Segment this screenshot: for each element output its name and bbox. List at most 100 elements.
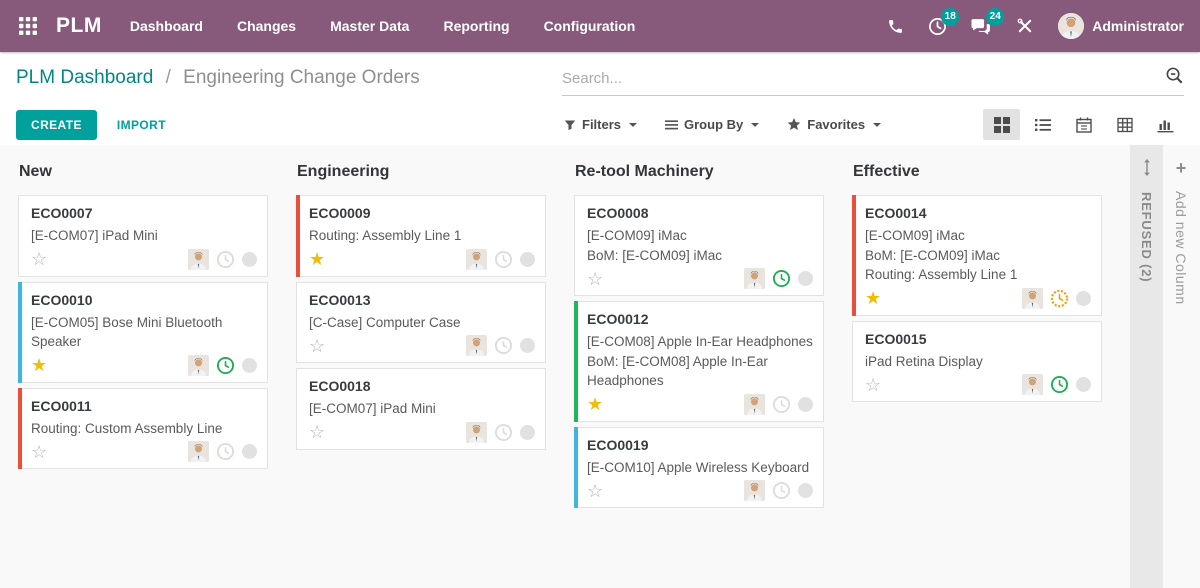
activity-clock-icon-gray[interactable] <box>494 336 513 355</box>
kanban-card-eco0014[interactable]: ECO0014 [E-COM09] iMac BoM: [E-COM09] iMac… <box>852 195 1102 316</box>
filters-dropdown[interactable]: Filters <box>564 117 638 132</box>
kanban-state-dot[interactable] <box>520 251 535 267</box>
assignee-avatar[interactable] <box>188 248 209 270</box>
collapsed-column-refused[interactable]: REFUSED (2) <box>1130 145 1163 588</box>
tools-icon[interactable] <box>1016 17 1034 35</box>
nav-item-dashboard[interactable]: Dashboard <box>129 18 203 34</box>
card-footer-right <box>744 480 813 502</box>
card-footer: ★ <box>587 393 813 415</box>
activity-clock-icon-gray[interactable] <box>494 423 513 442</box>
assignee-avatar[interactable] <box>744 268 765 290</box>
kanban-card-eco0011[interactable]: ECO0011 Routing: Custom Assembly Line ☆ <box>18 387 268 470</box>
card-line: BoM: [E-COM08] Apple In-Ear Headphones <box>587 353 768 389</box>
priority-star-icon[interactable]: ☆ <box>587 480 604 501</box>
import-button[interactable]: IMPORT <box>116 117 166 132</box>
kanban-card-eco0018[interactable]: ECO0018 [E-COM07] iPad Mini ☆ <box>296 368 546 450</box>
assignee-avatar[interactable] <box>188 354 209 376</box>
pivot-view-button[interactable] <box>1106 109 1143 140</box>
messages-icon[interactable]: 24 <box>971 7 1005 36</box>
kanban-state-dot[interactable] <box>798 271 813 287</box>
activity-clock-icon-gray[interactable] <box>216 442 235 461</box>
chevron-down-icon <box>751 122 760 127</box>
assignee-avatar[interactable] <box>1022 374 1043 396</box>
card-id: ECO0019 <box>587 436 649 453</box>
apps-grid-icon[interactable] <box>16 14 40 38</box>
card-footer: ☆ <box>31 248 257 270</box>
kanban-card-eco0015[interactable]: ECO0015 iPad Retina Display ☆ <box>852 320 1102 403</box>
priority-star-icon-filled[interactable]: ★ <box>309 249 326 270</box>
activity-clock-icon-gray[interactable] <box>772 481 791 500</box>
graph-view-button[interactable] <box>1147 109 1184 140</box>
kanban-card-eco0012[interactable]: ECO0012 [E-COM08] Apple In-Ear Headphones… <box>574 301 824 422</box>
search-magnifier-icon[interactable] <box>1165 66 1184 90</box>
card-footer: ☆ <box>587 480 813 502</box>
priority-star-icon-filled[interactable]: ★ <box>31 355 48 376</box>
nav-item-reporting[interactable]: Reporting <box>443 18 510 34</box>
activity-clock-icon-orange[interactable] <box>1050 289 1069 308</box>
kanban-card-eco0008[interactable]: ECO0008 [E-COM09] iMac BoM: [E-COM09] iMac… <box>574 195 824 297</box>
priority-star-icon-filled[interactable]: ★ <box>865 288 882 309</box>
kanban-card-eco0010[interactable]: ECO0010 [E-COM05] Bose Mini Bluetooth Spe… <box>18 281 268 383</box>
kanban-state-dot[interactable] <box>242 357 257 373</box>
card-id: ECO0018 <box>309 378 371 395</box>
activity-clock-icon-gray[interactable] <box>216 250 235 269</box>
activity-clock-icon-green[interactable] <box>1050 375 1069 394</box>
card-footer: ☆ <box>587 268 813 290</box>
kanban-card-eco0009[interactable]: ECO0009 Routing: Assembly Line 1 ★ <box>296 195 546 277</box>
kanban-view-button[interactable] <box>983 109 1020 140</box>
assignee-avatar[interactable] <box>744 393 765 415</box>
priority-star-icon[interactable]: ☆ <box>587 268 604 289</box>
priority-star-icon[interactable]: ☆ <box>309 335 326 356</box>
activity-clock-icon-green[interactable] <box>216 356 235 375</box>
assignee-avatar[interactable] <box>1022 287 1043 309</box>
kanban-state-dot[interactable] <box>520 338 535 354</box>
kanban-state-dot[interactable] <box>242 251 257 267</box>
arrows-vertical-icon <box>1143 159 1150 176</box>
phone-icon[interactable] <box>887 18 904 35</box>
priority-star-icon[interactable]: ☆ <box>309 422 326 443</box>
priority-star-icon-filled[interactable]: ★ <box>587 394 604 415</box>
kanban-state-dot[interactable] <box>798 483 813 499</box>
kanban-state-dot[interactable] <box>798 396 813 412</box>
assignee-avatar[interactable] <box>466 421 487 443</box>
favorites-dropdown[interactable]: Favorites <box>787 117 882 132</box>
kanban-state-dot[interactable] <box>1076 377 1091 393</box>
nav-item-changes[interactable]: Changes <box>236 18 297 34</box>
user-menu[interactable]: Administrator <box>1058 13 1184 39</box>
activity-clock-icon[interactable]: 18 <box>928 7 960 36</box>
search-input[interactable] <box>562 69 1165 87</box>
assignee-avatar[interactable] <box>466 335 487 357</box>
card-footer-right <box>1022 374 1091 396</box>
calendar-view-button[interactable] <box>1065 109 1102 140</box>
activity-clock-icon-gray[interactable] <box>772 395 791 414</box>
activity-clock-icon-gray[interactable] <box>494 250 513 269</box>
nav-item-master-data[interactable]: Master Data <box>330 18 410 34</box>
nav-item-configuration[interactable]: Configuration <box>543 18 636 34</box>
card-line: iPad Retina Display <box>865 353 983 369</box>
activity-clock-icon-green[interactable] <box>772 269 791 288</box>
kanban-state-dot[interactable] <box>242 444 257 460</box>
kanban-card-eco0007[interactable]: ECO0007 [E-COM07] iPad Mini ☆ <box>18 195 268 277</box>
search-box <box>562 66 1184 96</box>
kanban-card-eco0019[interactable]: ECO0019 [E-COM10] Apple Wireless Keyboard… <box>574 426 824 509</box>
main-menu: Dashboard Changes Master Data Reporting Conf… <box>130 18 636 34</box>
list-view-button[interactable] <box>1024 109 1061 140</box>
assignee-avatar[interactable] <box>188 441 209 463</box>
kanban-state-dot[interactable] <box>1076 290 1091 306</box>
assignee-avatar[interactable] <box>466 248 487 270</box>
breadcrumb-parent-link[interactable]: PLM Dashboard <box>16 67 154 88</box>
group-by-dropdown[interactable]: Group By <box>665 117 760 132</box>
priority-star-icon[interactable]: ☆ <box>865 374 882 395</box>
assignee-avatar[interactable] <box>744 480 765 502</box>
app-brand[interactable]: PLM <box>56 14 102 37</box>
card-accent-bar <box>18 281 22 383</box>
star-icon <box>787 118 801 130</box>
create-button[interactable]: CREATE <box>16 109 97 140</box>
priority-star-icon[interactable]: ☆ <box>31 249 48 270</box>
priority-star-icon[interactable]: ☆ <box>31 441 48 462</box>
view-switcher <box>979 109 1184 140</box>
card-id: ECO0010 <box>31 291 93 308</box>
kanban-card-eco0013[interactable]: ECO0013 [C-Case] Computer Case ☆ <box>296 281 546 364</box>
add-new-column[interactable]: + Add new Column <box>1163 145 1199 588</box>
kanban-state-dot[interactable] <box>520 424 535 440</box>
